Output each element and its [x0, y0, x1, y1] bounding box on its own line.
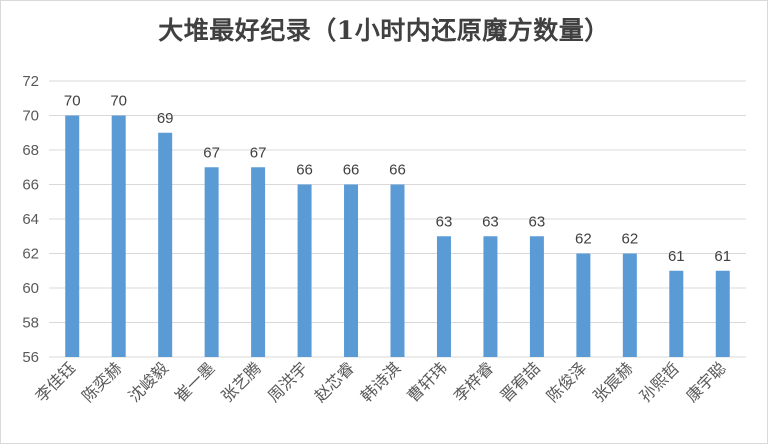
bar	[297, 184, 312, 357]
bar	[251, 167, 266, 357]
data-label: 63	[436, 213, 453, 230]
bar	[204, 167, 219, 357]
x-tick-label: 张宸赫	[589, 358, 636, 405]
x-tick-label: 张艺腾	[218, 358, 265, 405]
bar	[158, 132, 173, 357]
bar	[65, 115, 80, 357]
bar	[390, 184, 405, 357]
data-label: 62	[575, 231, 592, 248]
data-label: 67	[250, 144, 267, 161]
data-label: 63	[529, 213, 546, 230]
y-tick-label: 68	[22, 142, 39, 159]
data-label: 63	[482, 213, 499, 230]
x-tick-label: 陈俊泽	[543, 358, 590, 405]
x-tick-label: 陈奕赫	[78, 358, 125, 405]
x-tick-label: 周洪宇	[264, 358, 311, 405]
y-tick-label: 60	[22, 280, 39, 297]
data-label: 61	[714, 248, 731, 265]
bar	[483, 236, 498, 357]
y-tick-label: 64	[22, 211, 39, 228]
data-label: 66	[389, 162, 406, 179]
x-tick-label: 韩诗淇	[357, 358, 404, 405]
bar	[436, 236, 451, 357]
bar	[715, 270, 730, 357]
bar	[576, 253, 591, 357]
chart-title: 大堆最好纪录（1小时内还原魔方数量）	[158, 16, 610, 45]
bar	[529, 236, 544, 357]
data-label: 69	[157, 110, 174, 127]
data-label: 66	[343, 162, 360, 179]
y-tick-label: 66	[22, 177, 39, 194]
x-tick-label: 康宇聪	[682, 358, 729, 405]
y-tick-label: 62	[22, 246, 39, 263]
bar	[669, 270, 684, 357]
y-tick-label: 72	[22, 73, 39, 90]
bar	[111, 115, 126, 357]
bar	[344, 184, 359, 357]
y-tick-label: 58	[22, 315, 39, 332]
bar	[622, 253, 637, 357]
data-label: 61	[668, 248, 685, 265]
x-tick-label: 晋宥喆	[496, 358, 543, 405]
data-label: 62	[621, 231, 638, 248]
x-tick-label: 孙熙哲	[636, 358, 683, 405]
y-tick-label: 70	[22, 108, 39, 125]
x-tick-label: 赵芯睿	[310, 358, 357, 405]
data-label: 67	[203, 144, 220, 161]
data-label: 66	[296, 162, 313, 179]
x-tick-label: 崔一墨	[171, 358, 218, 405]
x-tick-label: 沈峻毅	[125, 358, 172, 405]
x-tick-label: 李梓睿	[450, 358, 497, 405]
x-tick-label: 曹轩玮	[403, 358, 450, 405]
y-tick-label: 56	[22, 349, 39, 366]
data-label: 70	[64, 93, 81, 110]
data-label: 70	[110, 93, 127, 110]
